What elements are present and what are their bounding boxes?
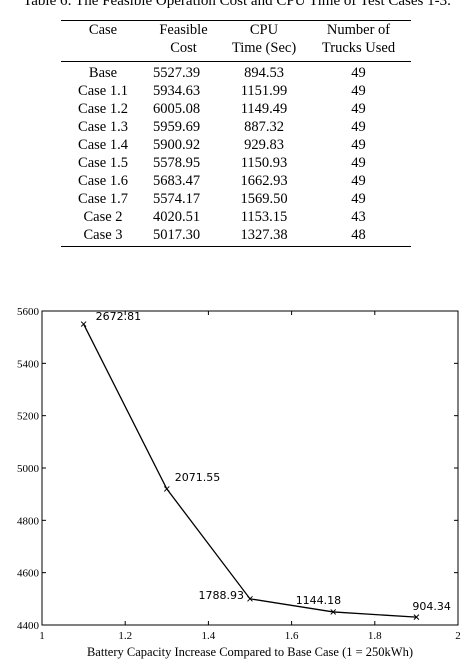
y-tick-label: 4400 — [17, 620, 40, 632]
cell-feasible-cost: 5017.30 — [145, 226, 222, 247]
cell-feasible-cost: 6005.08 — [153, 101, 201, 117]
cell-case: Case 1.2 — [78, 101, 128, 117]
cell-trucks-used: 49 — [351, 119, 366, 135]
header-trucks-used: Trucks Used — [306, 39, 411, 62]
cell-cpu-time: 1149.49 — [240, 101, 288, 117]
header-cpu: CPU — [249, 22, 279, 38]
cell-case: Case 3 — [61, 226, 145, 247]
table-row: Case 1.7 5574.17 1569.50 49 — [61, 190, 411, 208]
table-row: Case 1.3 5959.69 887.32 49 — [61, 118, 411, 136]
cell-trucks-used: 49 — [351, 155, 366, 171]
y-tick-label: 4800 — [17, 515, 40, 527]
marker-stroke — [330, 609, 337, 615]
cell-case: Case 2 — [83, 209, 123, 225]
marker-stroke — [413, 614, 420, 621]
x-tick-label: 1.8 — [368, 630, 382, 642]
y-tick-label: 5600 — [17, 306, 40, 318]
cell-feasible-cost: 5934.63 — [153, 83, 201, 99]
cell-case: Case 1.6 — [78, 173, 128, 189]
data-point-marker — [413, 614, 420, 621]
chart-ticks: 1 1.2 1.4 1.6 1.8 2 4400 4600 4800 5000 5200 5400 56… — [17, 306, 461, 642]
data-label: 1788.93 — [199, 589, 245, 602]
data-label: 1144.18 — [296, 594, 342, 607]
cell-case: Case 1.4 — [78, 137, 128, 153]
x-tick-label: 1 — [39, 630, 45, 642]
table-header-row-2: Cost Time (Sec) Trucks Used — [61, 39, 411, 62]
cell-feasible-cost: 5578.95 — [153, 155, 201, 171]
cell-trucks-used: 49 — [351, 173, 366, 189]
cell-cpu-time: 929.83 — [244, 137, 284, 153]
cell-cpu-time: 1569.50 — [240, 191, 288, 207]
cell-case: Case 1.3 — [78, 119, 128, 135]
table-row: Case 1.2 6005.08 1149.49 49 — [61, 100, 411, 118]
y-tick-label: 4600 — [17, 568, 40, 580]
data-point-marker — [80, 321, 87, 327]
battery-cost-chart: 1 1.2 1.4 1.6 1.8 2 4400 4600 4800 5000 5200 5400 56… — [17, 306, 461, 659]
table-caption: Table 6: The Feasible Operation Cost and… — [23, 0, 451, 9]
cell-case: Base — [88, 65, 118, 81]
table-top-rule — [61, 20, 411, 21]
data-point-marker — [247, 595, 253, 602]
cell-cpu-time: 887.32 — [244, 119, 284, 135]
cell-case: Case 1.7 — [78, 191, 128, 207]
cell-cpu-time: 894.53 — [244, 65, 284, 81]
header-case: Case — [88, 22, 118, 38]
results-table: Case Feasible CPU Number of Cost Time (S… — [61, 20, 411, 247]
x-tick-label: 1.2 — [118, 630, 132, 642]
marker-stroke — [80, 321, 87, 327]
table-row: Case 3 5017.30 1327.38 48 — [61, 226, 411, 247]
cell-cpu-time: 1153.15 — [240, 209, 288, 225]
cell-cpu-time: 1151.99 — [240, 83, 288, 99]
cell-feasible-cost: 5683.47 — [153, 173, 201, 189]
cell-trucks-used: 43 — [351, 209, 366, 225]
chart-series — [80, 321, 420, 621]
table-header-row-1: Case Feasible CPU Number of — [61, 21, 411, 39]
header-time-sec: Time (Sec) — [222, 39, 306, 62]
cell-trucks-used: 49 — [351, 65, 366, 81]
x-axis-title: Battery Capacity Increase Compared to Ba… — [87, 645, 413, 659]
cell-trucks-used: 48 — [306, 226, 411, 247]
table-row: Case 1.5 5578.95 1150.93 49 — [61, 154, 411, 172]
cell-feasible-cost: 5900.92 — [153, 137, 201, 153]
marker-stroke — [163, 486, 170, 492]
cell-trucks-used: 49 — [351, 83, 366, 99]
cell-cpu-time: 1150.93 — [240, 155, 288, 171]
cell-trucks-used: 49 — [351, 191, 366, 207]
table-row: Case 2 4020.51 1153.15 43 — [61, 208, 411, 226]
x-tick-label: 1.6 — [285, 630, 299, 642]
data-point-marker — [163, 486, 170, 492]
cell-case: Case 1.1 — [78, 83, 128, 99]
cell-feasible-cost: 5959.69 — [153, 119, 201, 135]
table-row: Case 1.4 5900.92 929.83 49 — [61, 136, 411, 154]
header-number-of: Number of — [326, 22, 391, 38]
x-tick-label: 2 — [455, 630, 461, 642]
header-cost: Cost — [145, 39, 222, 62]
data-label: 904.34 — [412, 600, 451, 613]
cell-feasible-cost: 5527.39 — [153, 65, 201, 81]
series-line — [83, 323, 417, 618]
chart-axes — [41, 310, 459, 626]
cell-trucks-used: 49 — [351, 137, 366, 153]
cell-feasible-cost: 5574.17 — [153, 191, 201, 207]
header-feasible: Feasible — [159, 22, 208, 38]
cell-trucks-used: 49 — [351, 101, 366, 117]
cell-cpu-time: 1327.38 — [222, 226, 306, 247]
header-case-2 — [61, 39, 145, 62]
table-row: Case 1.6 5683.47 1662.93 49 — [61, 172, 411, 190]
data-point-marker — [330, 609, 337, 615]
data-label: 2672.81 — [96, 310, 142, 323]
cell-case: Case 1.5 — [78, 155, 128, 171]
cell-cpu-time: 1662.93 — [240, 173, 288, 189]
y-tick-label: 5400 — [17, 358, 40, 370]
table-row: Base 5527.39 894.53 49 — [61, 62, 411, 83]
plot-frame — [41, 310, 459, 626]
marker-stroke — [247, 595, 253, 602]
x-tick-label: 1.4 — [202, 630, 216, 642]
data-label: 2071.55 — [175, 471, 221, 484]
y-tick-label: 5200 — [17, 411, 40, 423]
y-tick-label: 5000 — [17, 463, 40, 475]
table-row: Case 1.1 5934.63 1151.99 49 — [61, 82, 411, 100]
chart-data-labels: 2672.81 2071.55 1788.93 1144.18 904.34 — [96, 310, 451, 613]
cell-feasible-cost: 4020.51 — [153, 209, 201, 225]
